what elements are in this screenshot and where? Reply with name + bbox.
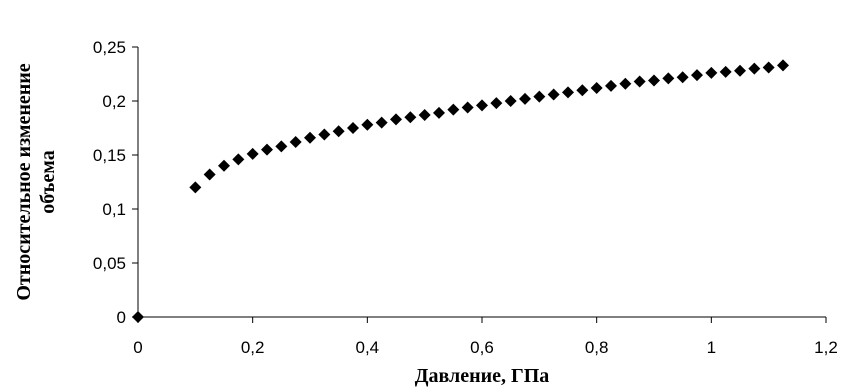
data-point <box>633 75 646 88</box>
data-point <box>676 71 689 84</box>
data-point <box>275 140 288 153</box>
data-point <box>519 92 531 105</box>
data-point <box>719 65 732 78</box>
x-tick-label: 0 <box>133 338 142 357</box>
data-point <box>590 82 603 95</box>
data-point <box>332 125 345 138</box>
data-point <box>619 77 632 90</box>
x-tick-label: 1,2 <box>814 338 838 357</box>
y-tick-label: 0,15 <box>93 146 126 165</box>
data-point <box>433 106 445 119</box>
data-point <box>605 79 617 92</box>
data-point <box>461 101 474 114</box>
y-tick-label: 0 <box>117 308 126 327</box>
data-point <box>361 118 374 131</box>
x-tick-label: 1 <box>707 338 716 357</box>
y-tick-label: 0,1 <box>102 200 126 219</box>
data-point <box>533 90 546 103</box>
data-point <box>304 131 316 144</box>
data-point <box>390 113 402 126</box>
y-axis-title: Относительное изменение объема <box>13 63 59 300</box>
data-point <box>562 86 574 99</box>
y-axis-title-line-2: объема <box>37 150 59 214</box>
data-point <box>447 103 460 116</box>
x-tick-label: 0,6 <box>470 338 494 357</box>
data-point <box>218 159 230 172</box>
data-point <box>777 59 789 72</box>
data-point <box>490 97 503 110</box>
data-point <box>734 64 746 77</box>
x-tick-label: 0,2 <box>241 338 265 357</box>
data-point <box>261 143 273 156</box>
data-point <box>691 69 703 82</box>
data-point <box>232 153 245 166</box>
data-point <box>404 111 417 124</box>
data-points <box>132 59 789 323</box>
data-point <box>748 62 761 75</box>
chart-axes <box>137 47 826 318</box>
y-tick-label: 0,2 <box>102 92 126 111</box>
data-point <box>189 181 202 194</box>
y-axis-title-line-1: Относительное изменение <box>13 63 35 300</box>
data-point <box>762 61 775 74</box>
data-point <box>375 116 388 129</box>
data-point <box>418 109 431 122</box>
data-point <box>705 66 718 79</box>
data-point <box>662 72 675 85</box>
x-axis-title: Давление, ГПа <box>415 365 550 387</box>
data-point <box>203 168 216 181</box>
x-ticks: 0 0,2 0,4 0,6 0,8 1 1,2 <box>133 317 838 357</box>
y-tick-label: 0,25 <box>93 38 126 57</box>
data-point <box>318 128 331 141</box>
x-tick-label: 0,8 <box>585 338 609 357</box>
data-point <box>648 74 660 87</box>
y-tick-label: 0,05 <box>93 254 126 273</box>
x-tick-label: 0,4 <box>356 338 380 357</box>
data-point <box>289 136 302 149</box>
data-point <box>347 122 359 134</box>
data-point <box>547 88 560 101</box>
data-point <box>246 147 259 160</box>
data-point <box>476 99 488 112</box>
data-point <box>132 311 144 323</box>
data-point <box>504 95 517 107</box>
y-ticks: 0 0,05 0,1 0,15 0,2 0,25 <box>93 38 138 327</box>
data-point <box>576 84 589 97</box>
